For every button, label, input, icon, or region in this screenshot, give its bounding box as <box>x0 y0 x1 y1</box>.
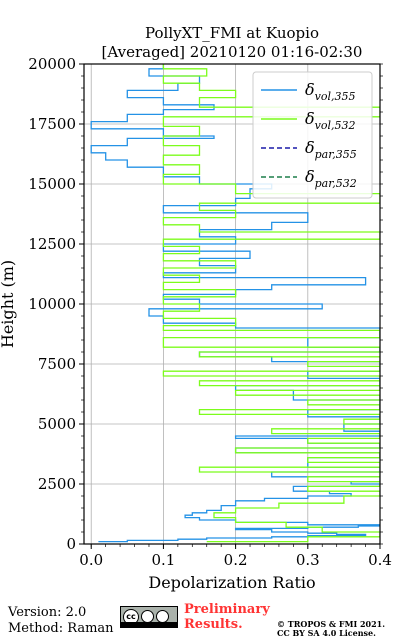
y-tick-label: 10000 <box>28 295 76 313</box>
legend-label-par355: δpar,355 <box>305 138 357 161</box>
y-tick-label: 12500 <box>28 235 76 253</box>
x-tick-label: 0.0 <box>79 551 103 569</box>
y-tick-label: 2500 <box>38 475 76 493</box>
chart-subtitle: [Averaged] 20210120 01:16-02:30 <box>102 43 363 61</box>
preliminary-line-1: Preliminary <box>184 602 270 617</box>
legend-subscript: par,355 <box>315 148 357 161</box>
y-tick-label: 15000 <box>28 175 76 193</box>
legend-symbol: δ <box>305 80 315 99</box>
chart-title: PollyXT_FMI at Kuopio <box>145 24 319 42</box>
copyright-notice: © TROPOS & FMI 2021. CC BY SA 4.0 Licens… <box>277 620 385 638</box>
x-axis-label: Depolarization Ratio <box>148 573 315 592</box>
x-tick-label: 0.2 <box>224 551 248 569</box>
legend-label-vol355: δvol,355 <box>305 80 356 103</box>
y-tick-label: 20000 <box>28 55 76 73</box>
legend-label-par532: δpar,532 <box>305 167 357 190</box>
series-layer <box>90 64 380 543</box>
x-tick-label: 0.3 <box>296 551 320 569</box>
x-tick-label: 0.4 <box>368 551 392 569</box>
preliminary-results-label: Preliminary Results. <box>184 602 270 632</box>
copyright-line-2: CC BY SA 4.0 License. <box>277 628 376 638</box>
legend-subscript: vol,532 <box>315 119 356 132</box>
method-text: Method: Raman <box>8 621 114 636</box>
axis-ticks: 0.0 0.1 0.2 0.3 0.4 0 2500 5000 7500 10000 12500 15… <box>28 55 392 569</box>
y-tick-label: 5000 <box>38 415 76 433</box>
preliminary-line-2: Results. <box>184 617 243 632</box>
legend-box <box>252 71 373 199</box>
y-axis-label: Height (m) <box>0 260 17 348</box>
cc-by-sa-icon: cc <box>120 606 178 628</box>
legend-symbol: δ <box>305 138 315 157</box>
y-tick-label: 0 <box>66 535 76 553</box>
legend-label-vol532: δvol,532 <box>305 109 356 132</box>
y-tick-label: 17500 <box>28 115 76 133</box>
legend-subscript: par,532 <box>315 177 357 190</box>
footer-info: Version: 2.0 Method: Raman <box>8 605 114 637</box>
series-line-1 <box>162 64 380 543</box>
legend-symbol: δ <box>305 167 315 186</box>
copyright-line-1: © TROPOS & FMI 2021. <box>277 619 386 629</box>
y-tick-label: 7500 <box>38 355 76 373</box>
version-text: Version: 2.0 <box>8 605 87 620</box>
x-tick-label: 0.1 <box>151 551 175 569</box>
legend-subscript: vol,355 <box>315 90 356 103</box>
depolarization-chart: PollyXT_FMI at Kuopio [Averaged] 2021012… <box>0 24 392 592</box>
legend-symbol: δ <box>305 109 315 128</box>
